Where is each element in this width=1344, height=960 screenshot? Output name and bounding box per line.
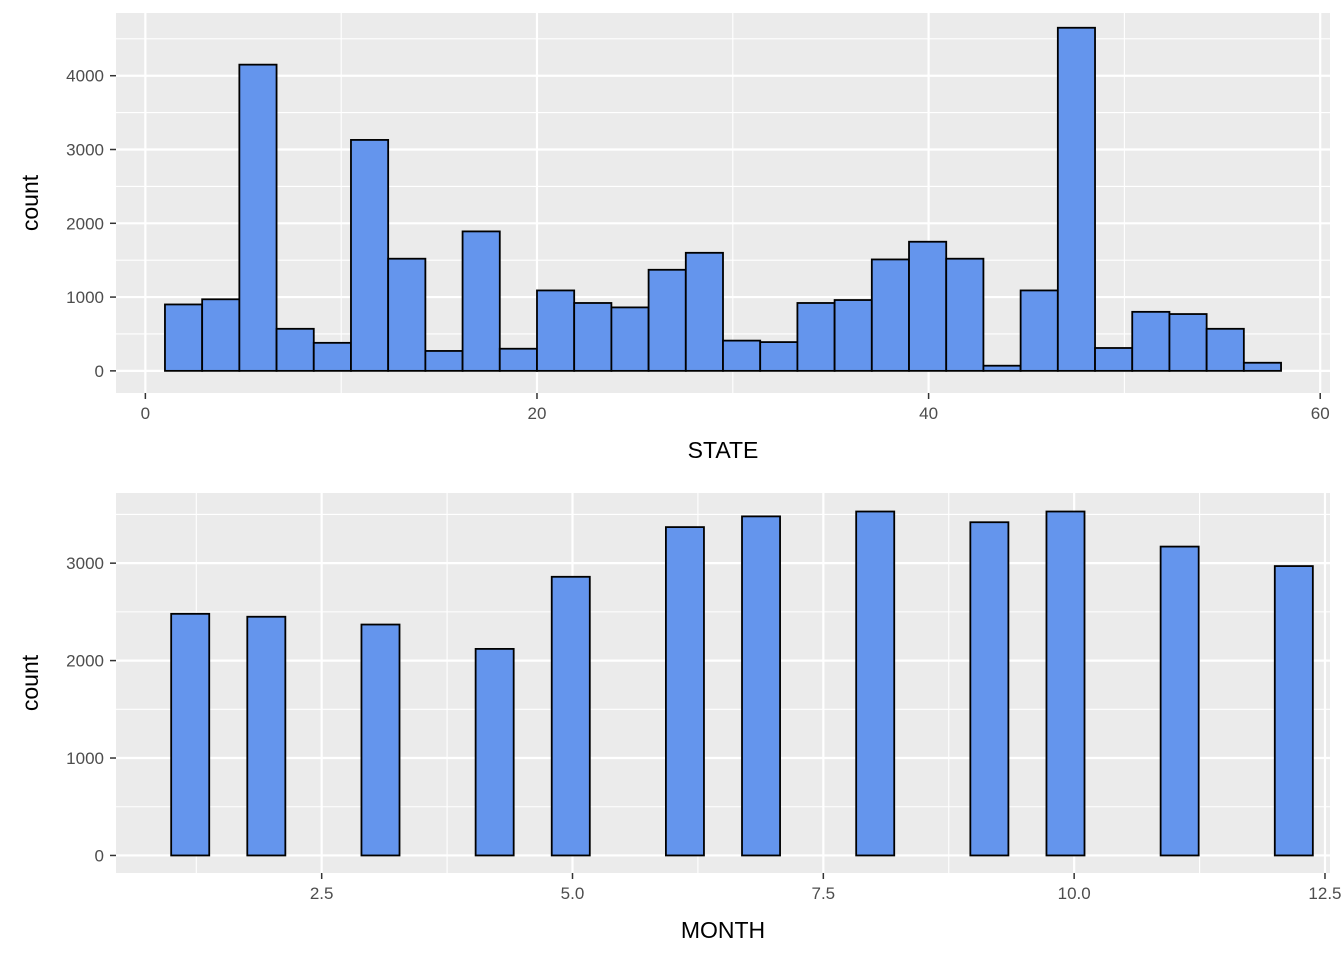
histogram-bar [982, 364, 1022, 372]
histogram-bar [1019, 289, 1059, 372]
x-tick-label: 2.5 [310, 884, 334, 903]
x-axis-title: MONTH [681, 917, 765, 943]
x-axis-tick-labels: 2.5 5.0 7.5 10.0 12.5 [310, 884, 1342, 903]
histogram-bar [945, 257, 985, 372]
histogram-bar [1273, 565, 1314, 857]
histogram-bar [647, 268, 687, 372]
histogram-bar [573, 302, 613, 372]
state-histogram: 0 20 40 60 0 1000 2000 3000 4000 STATE count [17, 13, 1330, 463]
histogram-bars [164, 26, 1282, 372]
histogram-bar [312, 341, 352, 372]
axis-ticks [110, 74, 1321, 399]
histogram-bar [275, 327, 315, 372]
y-tick-label: 4000 [66, 67, 104, 86]
plot-panel [116, 493, 1330, 873]
x-tick-label: 60 [1311, 404, 1330, 423]
x-tick-label: 0 [141, 404, 150, 423]
y-tick-label: 1000 [66, 749, 104, 768]
histogram-bar [1242, 361, 1282, 372]
histogram-bar [1094, 347, 1134, 372]
histogram-bar [170, 612, 211, 857]
month-histogram: 2.5 5.0 7.5 10.0 12.5 0 1000 2000 3000 MONTH co… [17, 493, 1342, 943]
histogram-bar [969, 521, 1010, 857]
y-axis-tick-labels: 0 1000 2000 3000 4000 [66, 67, 104, 381]
x-tick-label: 12.5 [1308, 884, 1341, 903]
histogram-bar [246, 615, 287, 857]
histogram-bar [424, 350, 464, 372]
x-axis-title: STATE [688, 437, 759, 463]
histogram-bar [610, 306, 650, 372]
histogram-bar [722, 339, 762, 372]
y-tick-label: 3000 [66, 141, 104, 160]
histogram-bar [536, 289, 576, 372]
x-tick-label: 5.0 [561, 884, 585, 903]
y-tick-label: 0 [95, 846, 104, 865]
histogram-bar [1205, 327, 1245, 372]
histogram-bar [550, 575, 591, 857]
y-tick-label: 1000 [66, 288, 104, 307]
histogram-bar [855, 510, 896, 857]
histogram-bar [908, 240, 948, 372]
histogram-bar [741, 515, 781, 857]
x-tick-label: 20 [528, 404, 547, 423]
histogram-bar [238, 63, 278, 372]
histogram-bar [684, 251, 724, 372]
x-tick-label: 7.5 [812, 884, 836, 903]
histogram-bar [360, 623, 401, 857]
y-tick-label: 2000 [66, 214, 104, 233]
histogram-bar [1131, 310, 1171, 372]
y-tick-label: 0 [95, 362, 104, 381]
histogram-bar [164, 303, 204, 372]
histogram-bar [1159, 545, 1200, 857]
y-axis-title: count [17, 174, 43, 231]
axis-ticks [110, 562, 1326, 879]
histogram-bar [201, 298, 241, 372]
histogram-bar [1056, 26, 1096, 372]
histogram-bar [796, 302, 836, 372]
y-axis-tick-labels: 0 1000 2000 3000 [66, 554, 104, 865]
histogram-bar [833, 299, 873, 372]
x-axis-tick-labels: 0 20 40 60 [141, 404, 1330, 423]
histogram-bars [170, 510, 1314, 857]
histogram-bar [870, 258, 910, 372]
histogram-bar [498, 347, 538, 372]
histogram-bar [1168, 313, 1208, 372]
y-tick-label: 2000 [66, 652, 104, 671]
histogram-bar [350, 139, 390, 372]
major-gridlines [116, 493, 1330, 873]
y-tick-label: 3000 [66, 554, 104, 573]
histogram-bar [474, 647, 515, 857]
x-tick-label: 40 [919, 404, 938, 423]
histogram-bar [461, 230, 501, 372]
x-tick-label: 10.0 [1058, 884, 1091, 903]
y-axis-title: count [17, 654, 43, 711]
histogram-bar [665, 526, 705, 857]
histogram-bar [1045, 510, 1086, 857]
histogram-bar [759, 341, 799, 372]
histogram-bar [387, 257, 427, 372]
